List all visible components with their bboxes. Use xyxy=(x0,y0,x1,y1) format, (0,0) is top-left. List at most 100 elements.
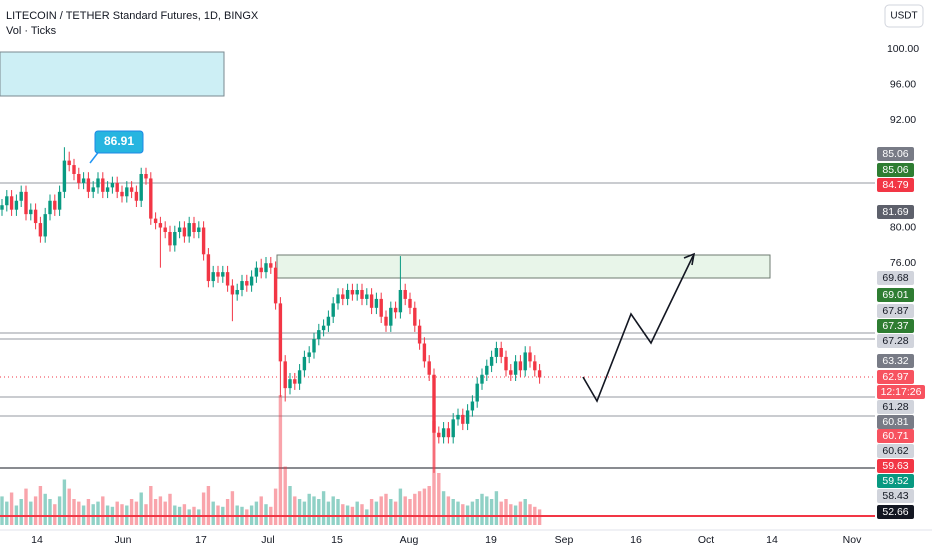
price-badge xyxy=(877,489,914,503)
volume-bar xyxy=(182,504,187,525)
candle-body xyxy=(504,356,508,371)
volume-bar xyxy=(398,488,403,525)
volume-bar xyxy=(120,504,124,525)
price-badge-label: 67.87 xyxy=(882,305,908,317)
x-tick-label: 16 xyxy=(630,534,642,546)
volume-bar xyxy=(134,501,139,525)
candle-body xyxy=(446,428,451,438)
candle-body xyxy=(230,285,235,295)
candle-body xyxy=(177,227,182,232)
candle-body xyxy=(379,298,383,317)
volume-bar xyxy=(480,493,484,525)
volume-bar xyxy=(528,504,532,525)
candle-body xyxy=(182,227,187,237)
price-badge-label: 61.28 xyxy=(882,401,908,413)
candle-body xyxy=(96,178,100,188)
candle-body xyxy=(5,196,9,206)
x-tick-label: 15 xyxy=(331,534,343,546)
candle-body xyxy=(173,231,177,246)
candle-body xyxy=(336,294,340,304)
price-badge xyxy=(877,400,914,414)
candle-body xyxy=(211,272,215,282)
volume-bar xyxy=(518,501,523,525)
candle-body xyxy=(187,223,191,237)
volume-bar xyxy=(326,501,331,525)
candle-body xyxy=(499,347,503,357)
candle-body xyxy=(307,352,311,357)
volume-bar xyxy=(53,504,57,525)
price-badge-label: 58.43 xyxy=(882,490,908,502)
volume-bar xyxy=(273,488,278,525)
volume-bar xyxy=(369,499,374,525)
volume-bar xyxy=(168,493,172,525)
candle-body xyxy=(537,370,542,378)
callout-text: 86.91 xyxy=(104,134,134,148)
candle-body xyxy=(384,316,388,326)
volume-bar xyxy=(297,499,302,525)
volume-bar xyxy=(86,499,91,525)
candle-body xyxy=(48,200,52,215)
candle-body xyxy=(264,263,268,273)
volume-bar xyxy=(456,501,460,525)
volume-bar xyxy=(129,499,134,525)
volume-bar xyxy=(441,491,446,525)
candle-body xyxy=(528,352,532,362)
candle-body xyxy=(24,191,28,215)
candle-body xyxy=(72,165,76,174)
countdown-badge xyxy=(877,385,925,399)
candle-body xyxy=(29,209,33,215)
candle-body xyxy=(91,187,95,192)
axes: 100.00 96.00 92.00 80.00 76.00 14 Jun 17 Jul 15 Au… xyxy=(0,43,932,546)
candle-body xyxy=(14,200,19,210)
candle-body xyxy=(350,289,355,295)
candle-body xyxy=(345,289,350,299)
price-badge-label: 85.06 xyxy=(882,148,908,160)
volume-bar xyxy=(283,466,287,525)
price-badge-label: 81.69 xyxy=(882,206,908,218)
currency-button[interactable] xyxy=(884,4,924,28)
volume-bar xyxy=(403,496,407,525)
volume-bar xyxy=(77,501,81,525)
x-tick-label: 17 xyxy=(195,534,207,546)
volume-bar xyxy=(446,496,451,525)
candle-body xyxy=(317,330,321,340)
volume-bar xyxy=(153,499,158,525)
chart-title: LITECOIN / TETHER Standard Futures, 1D, … xyxy=(6,10,259,22)
volume-bar xyxy=(67,488,71,525)
volume-bar xyxy=(341,504,345,525)
price-badge xyxy=(877,304,914,318)
currency-label[interactable]: USDT xyxy=(890,11,917,22)
volume-bar xyxy=(38,486,43,525)
candle-body xyxy=(513,361,518,375)
chart-subtitle: Vol · Ticks xyxy=(6,25,57,37)
x-tick-label: Aug xyxy=(400,534,419,546)
volume-bar xyxy=(43,493,47,525)
volume-bar xyxy=(408,499,412,525)
candle-body xyxy=(413,307,417,326)
candle-body xyxy=(389,307,393,326)
volume-bar xyxy=(293,496,297,525)
volume-bar xyxy=(9,492,14,525)
volume-bar xyxy=(509,504,513,525)
volume-bar xyxy=(379,496,383,525)
candle-body xyxy=(149,178,153,219)
candle-body xyxy=(403,289,407,299)
price-badge xyxy=(877,474,914,488)
volume-bar xyxy=(317,499,321,525)
candle-body xyxy=(451,419,455,438)
candle-body xyxy=(422,343,427,362)
callout-box xyxy=(94,130,144,154)
volume-bar xyxy=(461,504,465,525)
candle-body xyxy=(427,361,431,375)
candle-body xyxy=(518,361,523,371)
candle-body xyxy=(278,303,283,362)
candle-body xyxy=(101,178,105,192)
price-badge xyxy=(877,370,914,384)
candle-body xyxy=(509,370,513,375)
volume-bar xyxy=(437,473,441,525)
volume-bar xyxy=(451,499,455,525)
candle-body xyxy=(297,370,302,384)
candle-body xyxy=(115,182,119,192)
volume-bar xyxy=(57,496,62,525)
price-badge-label: 67.37 xyxy=(882,320,908,332)
